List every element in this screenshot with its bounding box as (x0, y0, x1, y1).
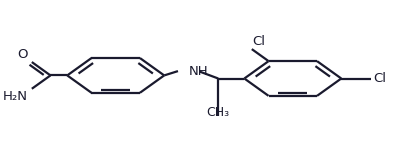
Text: H₂N: H₂N (3, 90, 28, 103)
Text: CH₃: CH₃ (207, 106, 230, 119)
Text: O: O (17, 48, 28, 60)
Text: NH: NH (188, 65, 208, 78)
Text: Cl: Cl (373, 72, 386, 85)
Text: Cl: Cl (253, 35, 266, 48)
